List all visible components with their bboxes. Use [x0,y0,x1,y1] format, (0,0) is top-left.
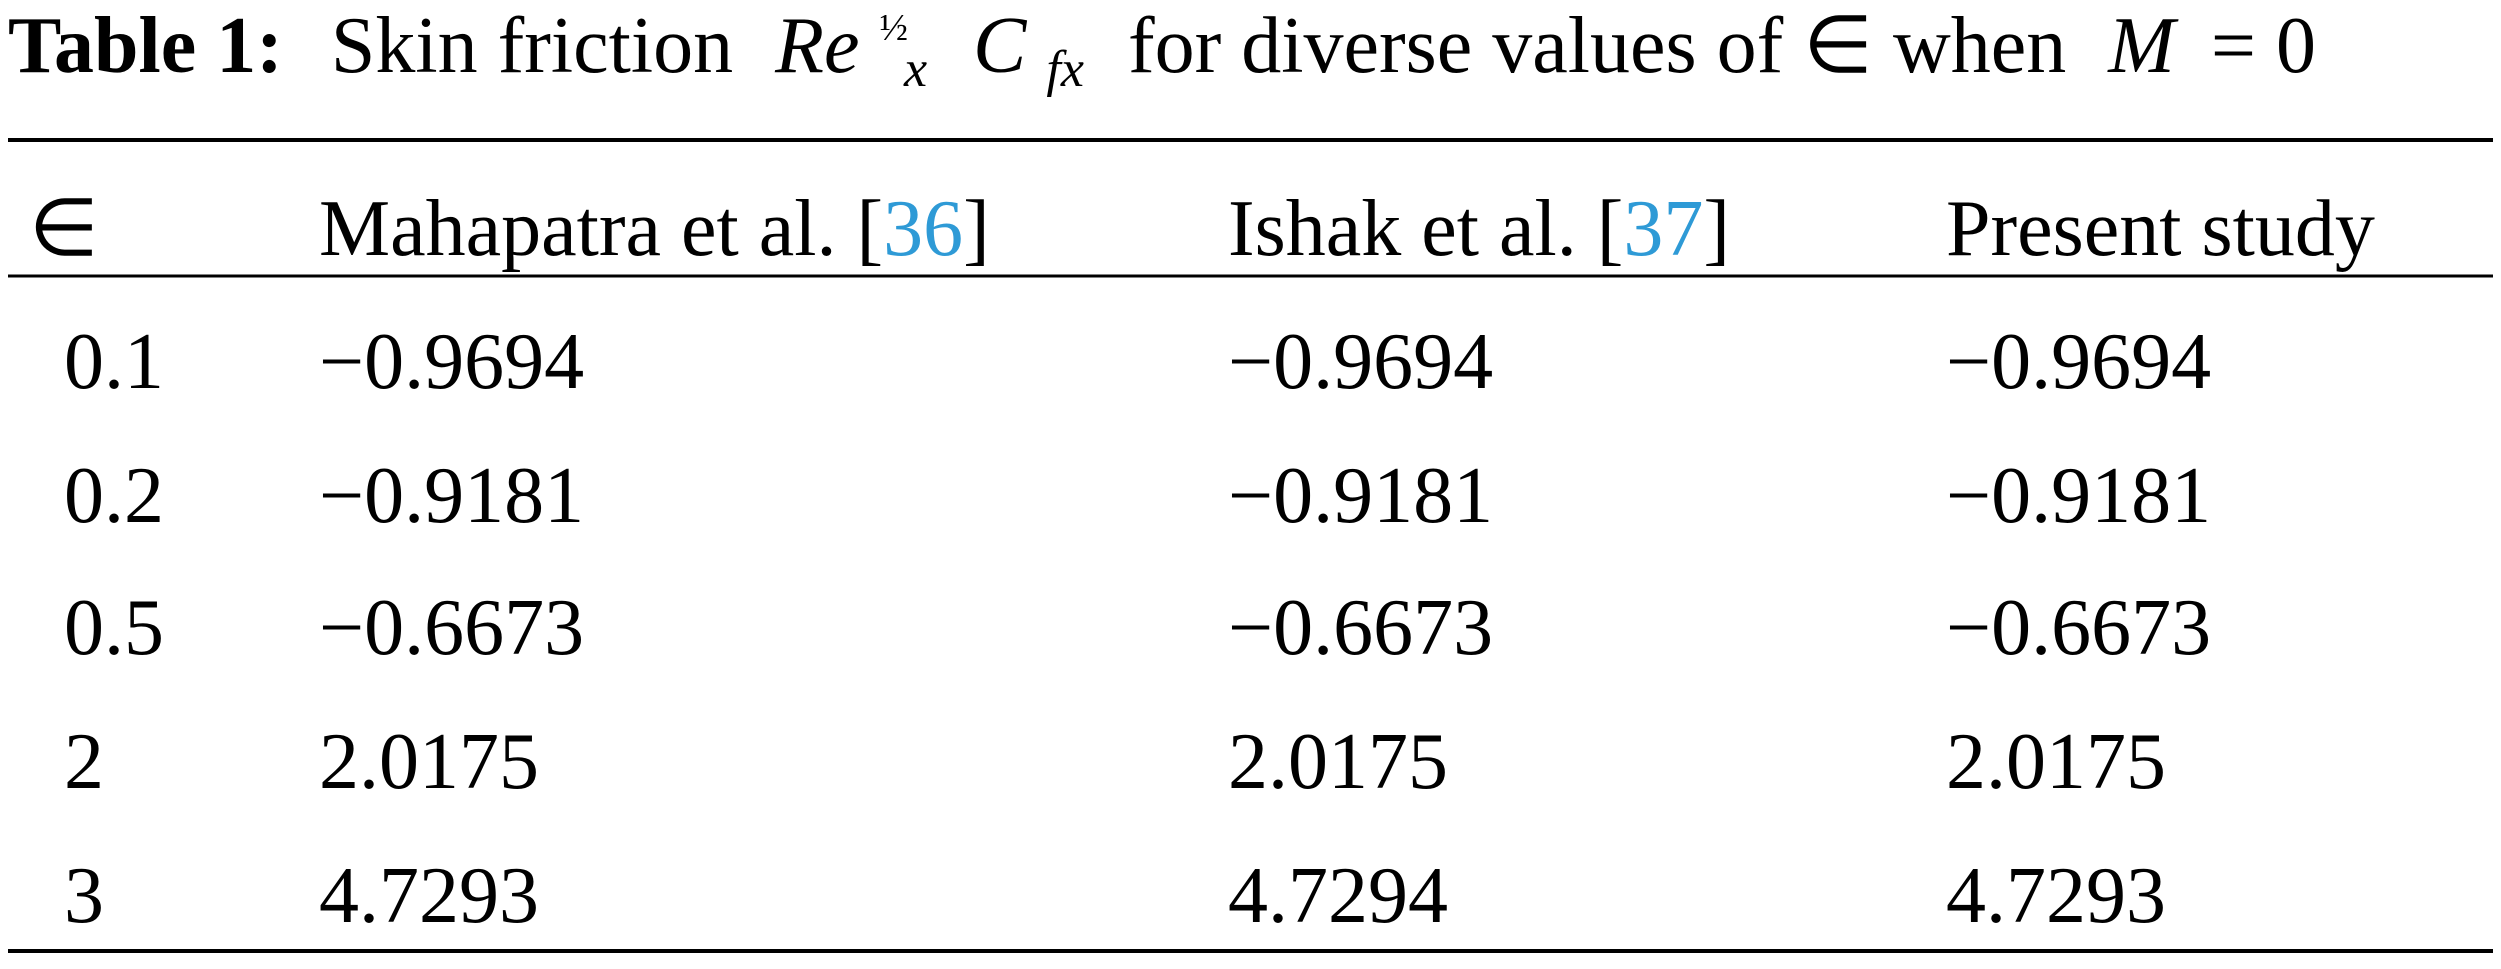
table-cell: −0.6673 [319,584,584,672]
header-text: Present study [1946,185,2375,273]
header-text: ] [963,185,990,273]
caption-math: = 0 [2211,2,2316,90]
header-cell: ∈ [29,185,99,273]
table-cell: −0.9694 [319,318,584,406]
caption: Table 1: Skin friction Re ½ x C fx for d… [8,0,2316,104]
table-cell: −0.6673 [1946,584,2211,672]
caption-math: C [973,2,1028,90]
header-cell: Present study [1946,185,2375,273]
caption-text: for diverse values of ∈ when [1128,2,2066,90]
header-text: ] [1703,185,1730,273]
header-text: ∈ [29,185,99,273]
caption-math-sub: fx [1046,41,1084,98]
row-label: 0.1 [64,318,164,406]
table-cell: −0.6673 [1228,584,1493,672]
row-label: 2 [64,718,104,806]
header-cell: Mahapatra et al. [36] [319,185,990,273]
row-label: 3 [64,852,104,940]
caption-math: Re [774,2,859,90]
table-cell: −0.9181 [319,452,584,540]
citation-link[interactable]: 37 [1623,185,1703,273]
table-cell: −0.9181 [1228,452,1493,540]
table-cell: −0.9181 [1946,452,2211,540]
table-cell: 4.7293 [1946,852,2166,940]
row-label: 0.2 [64,452,164,540]
table-cell: 4.7294 [1228,852,1448,940]
table-cell: −0.9694 [1946,318,2211,406]
table-cell: −0.9694 [1228,318,1493,406]
header-cell: Ishak et al. [37] [1228,185,1730,273]
header-text: Mahapatra et al. [ [319,185,883,273]
header-text: Ishak et al. [ [1228,185,1623,273]
table-cell: 2.0175 [1946,718,2166,806]
caption-math-sub: x [903,41,927,98]
table-cell: 2.0175 [319,718,539,806]
caption-label: Table 1: [8,2,283,90]
table-cell: 4.7293 [319,852,539,940]
table-cell: 2.0175 [1228,718,1448,806]
citation-link[interactable]: 36 [883,185,963,273]
row-label: 0.5 [64,584,164,672]
caption-text: Skin friction [331,2,733,90]
caption-math-sup: ½ [879,7,908,49]
caption-math: M [2107,2,2179,90]
